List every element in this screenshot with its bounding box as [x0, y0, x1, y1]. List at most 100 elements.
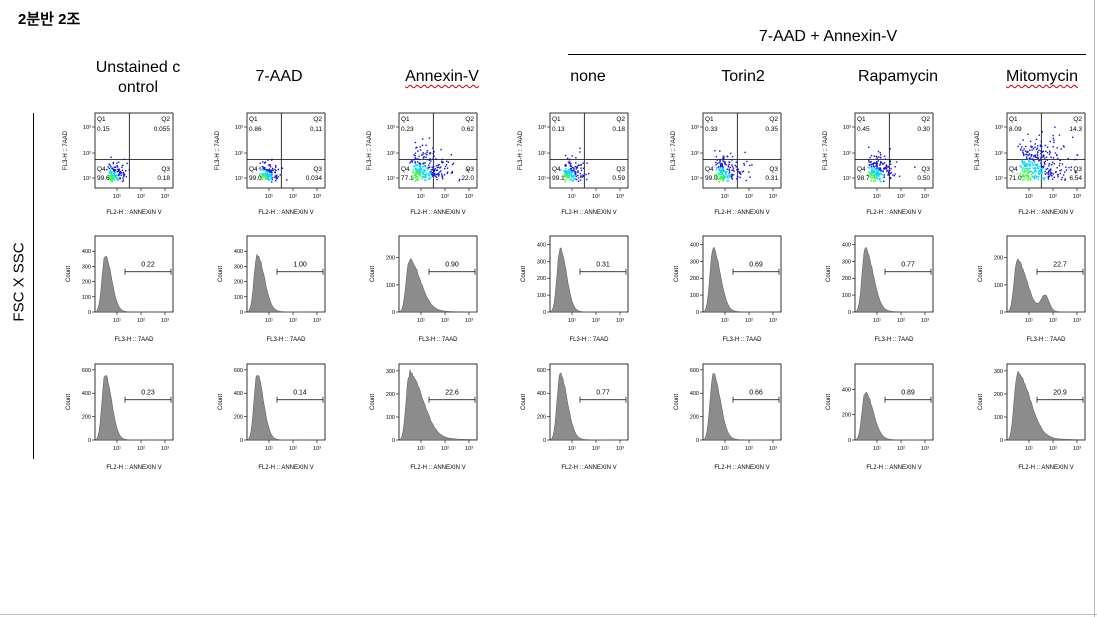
scatter-point — [731, 169, 733, 171]
scatter-point — [1040, 173, 1043, 175]
scatter-point — [1026, 167, 1029, 169]
scatter-point — [108, 175, 110, 177]
scatter-point — [424, 152, 427, 155]
annexin-hist-histogram-area — [550, 372, 627, 441]
scatter-point — [1029, 170, 1032, 173]
scatter-point — [727, 166, 730, 168]
scatter-point — [128, 169, 130, 171]
scatter-point — [722, 168, 724, 170]
x-axis-label: FL2-H :: ANNEXIN V — [714, 210, 769, 216]
scatter-point — [112, 171, 114, 173]
scatter-point — [431, 173, 434, 176]
y-tick-label: 0 — [88, 310, 91, 316]
x-axis-label: FL3-H :: 7AAD — [722, 337, 762, 343]
scatter-point — [720, 177, 723, 179]
scatter-point — [120, 174, 122, 177]
scatter-point — [1038, 175, 1040, 178]
scatter-point — [564, 165, 566, 167]
scatter-point — [877, 150, 880, 153]
scatter-point — [725, 173, 727, 175]
scatter-point — [875, 155, 877, 158]
scatter-point — [1027, 164, 1029, 166]
scatter-point — [436, 169, 439, 171]
scatter-point — [586, 162, 588, 164]
scatter-point — [1028, 175, 1030, 177]
scatter-point — [568, 158, 570, 161]
annexin-hist-histogram-area — [399, 369, 477, 441]
scatter-point — [1021, 146, 1023, 148]
scatter-point — [1019, 165, 1021, 167]
scatter-point — [270, 177, 272, 180]
scatter-point — [579, 173, 581, 175]
scatter-point — [872, 174, 874, 177]
scatter-point — [568, 176, 570, 178]
scatter-point — [735, 166, 737, 168]
scatter-point — [437, 175, 440, 177]
scatter-point — [451, 163, 454, 166]
scatter-point — [1028, 160, 1030, 162]
scatter-point — [107, 166, 109, 168]
scatter-point — [426, 150, 429, 152]
scatter-point — [422, 152, 424, 154]
scatter-point — [1048, 169, 1051, 172]
scatter-point — [869, 164, 871, 166]
scatter-point — [416, 168, 418, 171]
scatter-point — [890, 163, 892, 165]
scatter-point — [1043, 179, 1046, 181]
y-tick-label: 0 — [543, 310, 546, 316]
scatter-point — [420, 165, 422, 167]
scatter-point — [1060, 169, 1063, 171]
scatter-point — [1035, 168, 1037, 170]
scatter-point — [1070, 169, 1072, 171]
scatter-point — [1033, 167, 1035, 169]
scatter-point — [428, 137, 431, 139]
scatter-point — [270, 169, 272, 172]
scatter-point — [715, 177, 717, 179]
scatter-point — [879, 152, 881, 154]
scatter-point — [726, 155, 728, 157]
scatter-point — [438, 173, 440, 176]
scatter-point — [876, 157, 878, 160]
scatter-point — [1023, 161, 1025, 163]
scatter-point — [582, 167, 585, 169]
scatter-point — [1052, 157, 1055, 159]
scatter-point — [876, 170, 878, 172]
column-header-unstained: Unstained c ontrol — [63, 58, 213, 98]
scatter-point — [431, 171, 434, 174]
x-tick-label: 10³ — [161, 194, 169, 200]
x-tick-label: 10² — [897, 318, 905, 324]
scatter-point — [716, 175, 718, 177]
x-tick-label: 10¹ — [873, 318, 881, 324]
scatter-point — [1054, 152, 1057, 154]
scatter-point — [890, 167, 892, 170]
scatter-point — [1045, 173, 1047, 175]
scatter-point — [731, 155, 734, 158]
scatter-point — [1026, 174, 1028, 176]
scatter-point — [731, 165, 734, 168]
y-tick-label: 200 — [82, 280, 91, 286]
scatter-point — [737, 176, 739, 178]
scatter-point — [1020, 166, 1022, 169]
plot-frame — [1006, 112, 1086, 189]
scatter-point — [725, 173, 727, 176]
scatter-point — [1034, 170, 1036, 172]
scatter-point — [1047, 175, 1050, 177]
scatter-point — [260, 168, 263, 171]
scatter-point — [1028, 160, 1031, 163]
scatter-point — [1035, 164, 1037, 167]
scatter-point — [112, 174, 114, 177]
scatter-point — [121, 166, 123, 168]
scatter-point — [715, 161, 717, 164]
scatter-point — [1020, 148, 1022, 150]
scatter-point — [729, 174, 731, 176]
scatter-point — [719, 150, 721, 152]
scatter-point — [719, 158, 721, 161]
scatter-point — [116, 171, 118, 173]
scatter-point — [723, 175, 725, 177]
scatter-point — [885, 167, 888, 169]
scatter-point — [577, 174, 579, 177]
quadrant-value-q2: 0.055 — [154, 126, 171, 133]
scatter-point — [1034, 178, 1036, 180]
quadrant-value-q1: 0.86 — [249, 126, 262, 133]
